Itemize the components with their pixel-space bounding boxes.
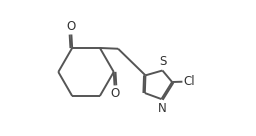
Text: O: O [67, 20, 76, 33]
Text: S: S [159, 55, 166, 68]
Text: N: N [158, 102, 167, 115]
Text: Cl: Cl [184, 75, 195, 88]
Text: O: O [110, 87, 119, 100]
